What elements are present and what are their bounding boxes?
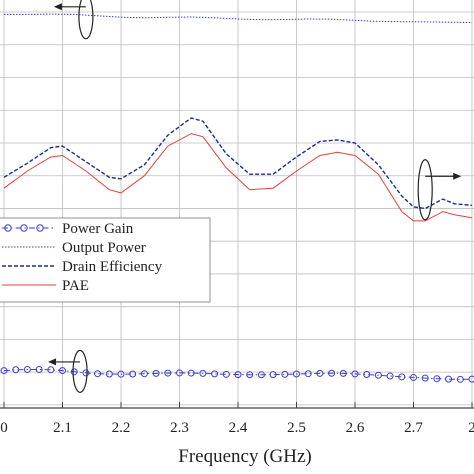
power-gain-point-3 bbox=[35, 365, 43, 373]
power-gain-point-22 bbox=[257, 371, 265, 379]
legend-item-1: Output Power bbox=[2, 240, 146, 256]
legend-item-0: Power Gain bbox=[2, 221, 134, 237]
annotation-2 bbox=[48, 349, 88, 393]
power-gain-point-14 bbox=[164, 369, 172, 377]
power-gain-point-40 bbox=[468, 375, 474, 383]
annotation-arrow-head-1 bbox=[453, 172, 462, 180]
series-layer bbox=[0, 13, 474, 383]
series-line-1 bbox=[4, 13, 473, 23]
power-gain-point-21 bbox=[246, 371, 254, 379]
power-gain-point-31 bbox=[363, 370, 371, 378]
legend-label-0: Power Gain bbox=[62, 221, 134, 237]
power-gain-point-26 bbox=[304, 370, 312, 378]
power-gain-point-20 bbox=[234, 371, 242, 379]
power-gain-point-18 bbox=[211, 370, 219, 378]
power-gain-point-17 bbox=[199, 369, 207, 377]
legend-label-3: PAE bbox=[62, 278, 89, 294]
legend: Power Gain Output Power Drain Efficiency PA… bbox=[0, 217, 211, 303]
power-gain-point-13 bbox=[152, 369, 160, 377]
annotation-arrow-head-0 bbox=[53, 3, 62, 11]
power-gain-point-0 bbox=[0, 367, 8, 375]
power-gain-point-9 bbox=[105, 370, 113, 378]
power-gain-point-28 bbox=[328, 369, 336, 377]
x-axis-label: Frequency (GHz) bbox=[178, 446, 311, 467]
power-gain-point-35 bbox=[410, 373, 417, 381]
power-gain-point-19 bbox=[222, 370, 230, 378]
power-gain-point-27 bbox=[316, 369, 324, 377]
power-gain-point-7 bbox=[82, 369, 90, 377]
series-output-power bbox=[4, 13, 473, 23]
series-line-3 bbox=[3, 133, 473, 222]
power-gain-point-2 bbox=[23, 365, 31, 373]
legend-item-2: Drain Efficiency bbox=[2, 259, 163, 275]
series-line-2 bbox=[3, 117, 473, 210]
annotation-ellipse-1 bbox=[417, 159, 433, 221]
x-tick-label-0: 0 bbox=[0, 420, 8, 436]
power-gain-point-5 bbox=[59, 367, 66, 375]
x-tick-label-5: 2.5 bbox=[287, 420, 306, 436]
power-gain-point-39 bbox=[456, 375, 464, 383]
legend-label-1: Output Power bbox=[62, 240, 146, 256]
power-gain-point-37 bbox=[433, 375, 441, 383]
x-tick-label-1: 2.1 bbox=[53, 420, 72, 436]
power-gain-point-10 bbox=[117, 370, 125, 378]
x-tick-label-8: 2 bbox=[468, 420, 474, 436]
x-axis-ticks: 0 2.1 2.2 2.3 2.4 2.5 2.6 2.7 2 bbox=[0, 402, 474, 436]
series-drain-efficiency bbox=[3, 117, 473, 210]
series-power-gain bbox=[0, 365, 474, 383]
power-gain-point-25 bbox=[293, 370, 300, 378]
x-tick-label-2: 2.2 bbox=[112, 420, 131, 436]
series-line-0 bbox=[3, 369, 473, 380]
power-gain-point-1 bbox=[12, 366, 20, 374]
power-gain-point-38 bbox=[445, 375, 453, 383]
annotation-1 bbox=[417, 159, 462, 221]
power-gain-point-23 bbox=[269, 371, 277, 379]
annotation-ellipse-0 bbox=[78, 0, 94, 40]
power-gain-point-15 bbox=[176, 369, 183, 377]
power-gain-point-16 bbox=[187, 369, 195, 377]
power-gain-point-4 bbox=[47, 366, 55, 374]
legend-label-2: Drain Efficiency bbox=[62, 259, 163, 275]
power-gain-point-32 bbox=[374, 371, 382, 379]
power-gain-point-8 bbox=[94, 370, 102, 378]
annotation-0 bbox=[53, 0, 94, 40]
grid bbox=[0, 0, 474, 408]
power-gain-point-12 bbox=[140, 370, 148, 378]
x-tick-label-7: 2.7 bbox=[404, 420, 423, 436]
annotation-layer bbox=[48, 0, 462, 393]
power-gain-point-33 bbox=[386, 372, 394, 380]
annotation-ellipse-2 bbox=[72, 349, 88, 393]
legend-marker-2 bbox=[36, 224, 44, 232]
power-gain-point-11 bbox=[129, 370, 137, 378]
power-gain-point-36 bbox=[421, 374, 429, 382]
legend-marker-1 bbox=[20, 224, 28, 232]
power-gain-point-34 bbox=[398, 373, 406, 381]
power-gain-point-6 bbox=[70, 368, 78, 376]
legend-marker-0 bbox=[4, 224, 12, 232]
power-gain-point-29 bbox=[339, 369, 347, 377]
x-tick-label-6: 2.6 bbox=[346, 420, 365, 436]
series-pae bbox=[3, 133, 473, 222]
x-tick-label-3: 2.3 bbox=[170, 420, 189, 436]
power-gain-point-24 bbox=[281, 370, 289, 378]
annotation-arrow-head-2 bbox=[48, 358, 57, 366]
power-gain-point-30 bbox=[351, 370, 359, 378]
legend-item-3: PAE bbox=[2, 278, 89, 294]
legend-box bbox=[0, 217, 211, 303]
x-tick-label-4: 2.4 bbox=[229, 420, 248, 436]
